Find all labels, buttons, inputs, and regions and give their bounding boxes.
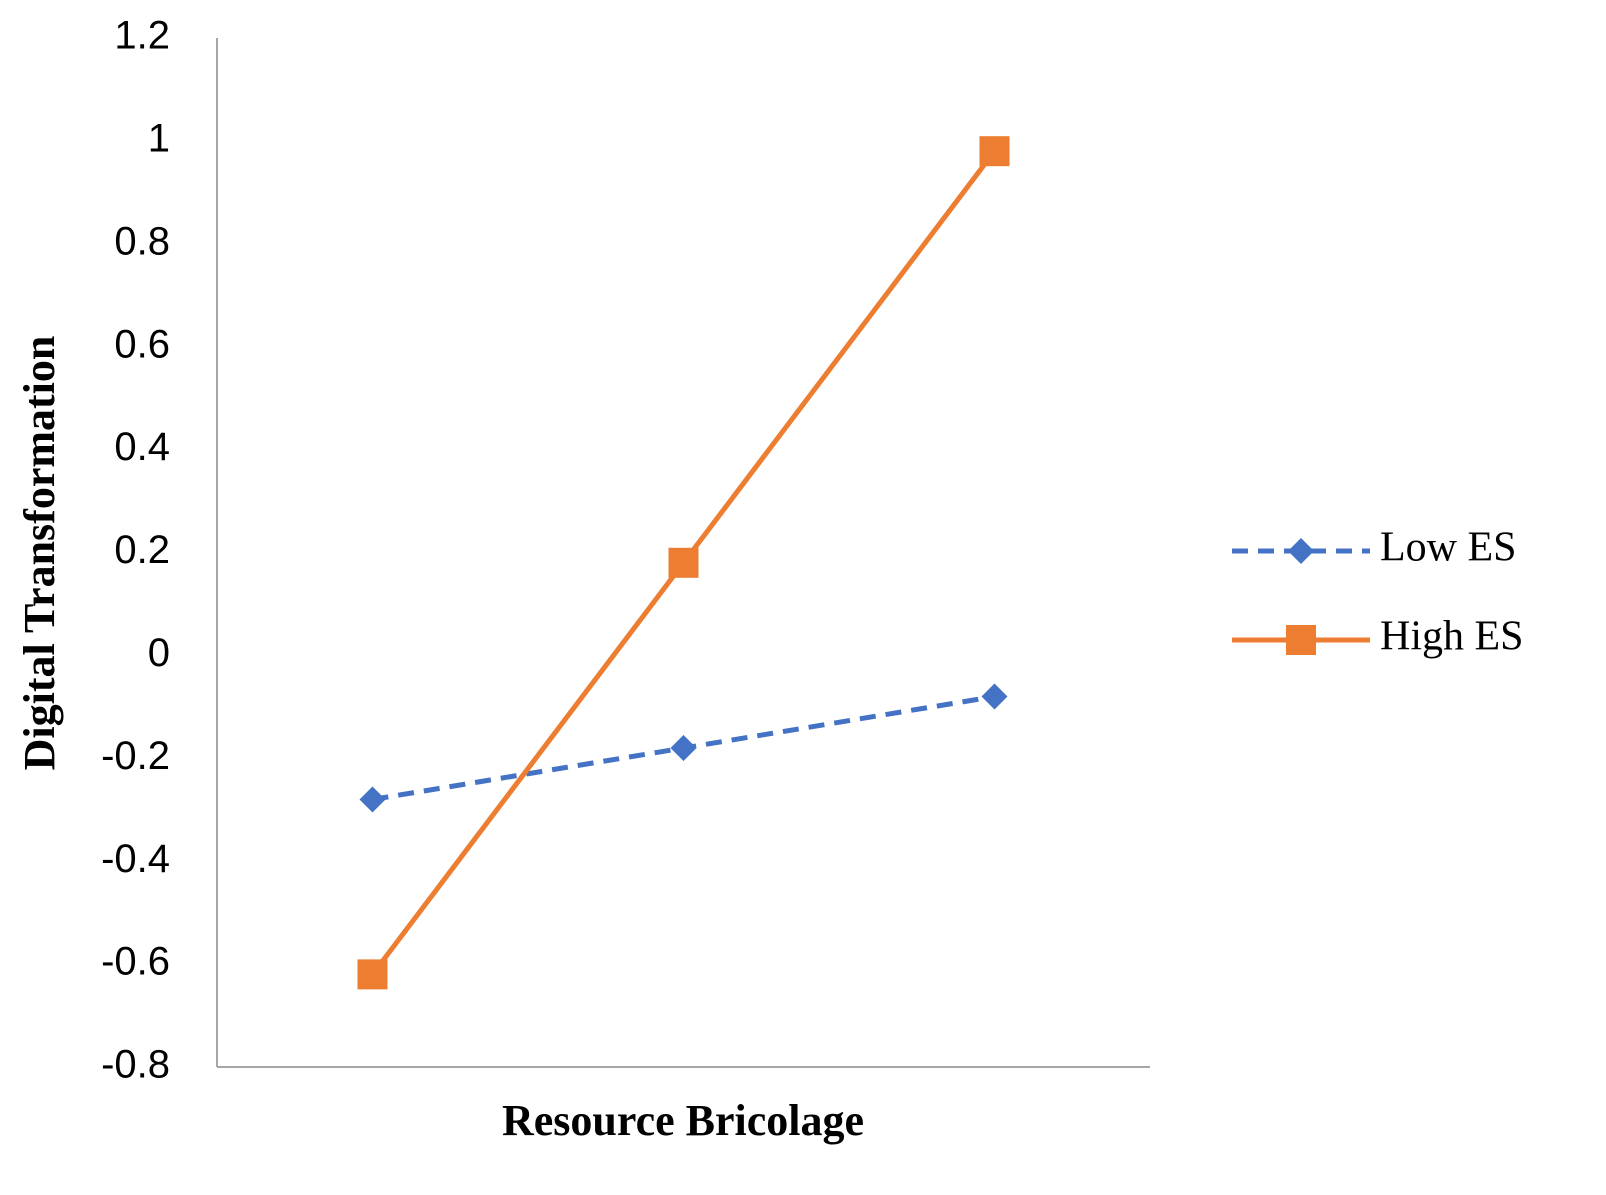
x-axis-title: Resource Bricolage bbox=[502, 1096, 864, 1145]
data-point bbox=[981, 683, 1008, 710]
y-tick-label: -0.6 bbox=[101, 940, 170, 984]
data-point bbox=[670, 735, 697, 762]
y-axis-title: Digital Transformation bbox=[15, 336, 64, 771]
y-tick-label: 0.4 bbox=[114, 425, 170, 469]
data-point bbox=[359, 786, 386, 813]
data-point bbox=[357, 959, 388, 990]
legend-marker bbox=[1288, 538, 1314, 564]
y-tick-label: -0.8 bbox=[101, 1043, 170, 1087]
y-tick-label: 0.6 bbox=[114, 322, 170, 366]
y-tick-label: 0.8 bbox=[114, 219, 170, 263]
y-tick-label: 0.2 bbox=[114, 528, 170, 572]
legend-label: Low ES bbox=[1380, 525, 1517, 571]
y-tick-label: 1 bbox=[148, 116, 170, 160]
y-tick-label: 1.2 bbox=[114, 14, 170, 58]
y-tick-label: 0 bbox=[148, 631, 170, 675]
y-tick-label: -0.2 bbox=[101, 734, 170, 778]
data-point bbox=[979, 136, 1010, 167]
legend-label: High ES bbox=[1380, 614, 1524, 660]
legend-marker bbox=[1286, 625, 1316, 655]
data-point bbox=[668, 547, 699, 578]
y-tick-label: -0.4 bbox=[101, 837, 170, 881]
